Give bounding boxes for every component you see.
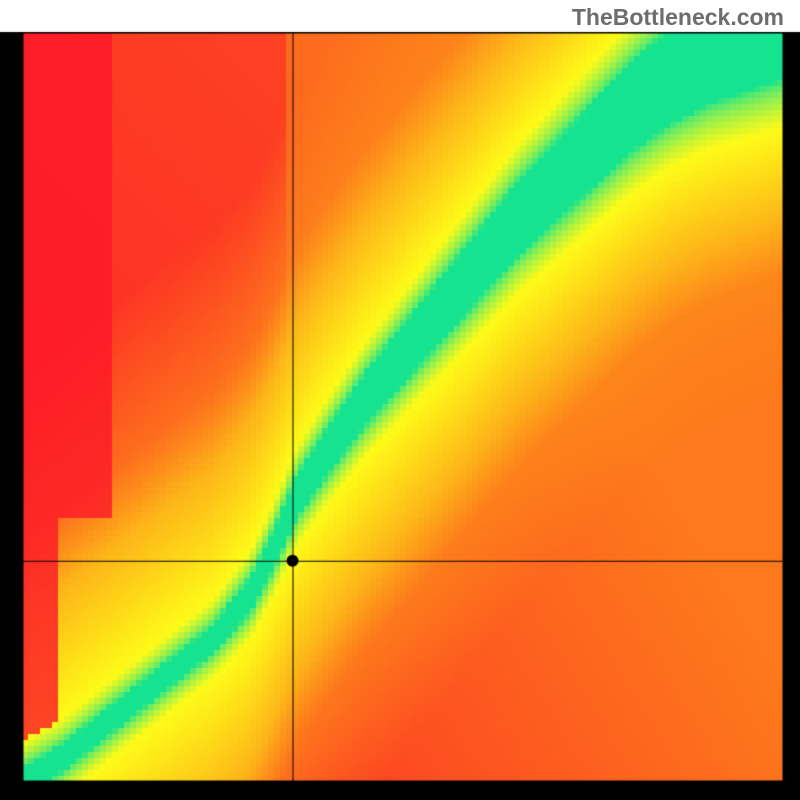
chart-container: TheBottleneck.com — [0, 0, 800, 800]
watermark-text: TheBottleneck.com — [572, 4, 784, 31]
bottleneck-heatmap-canvas — [0, 0, 800, 800]
